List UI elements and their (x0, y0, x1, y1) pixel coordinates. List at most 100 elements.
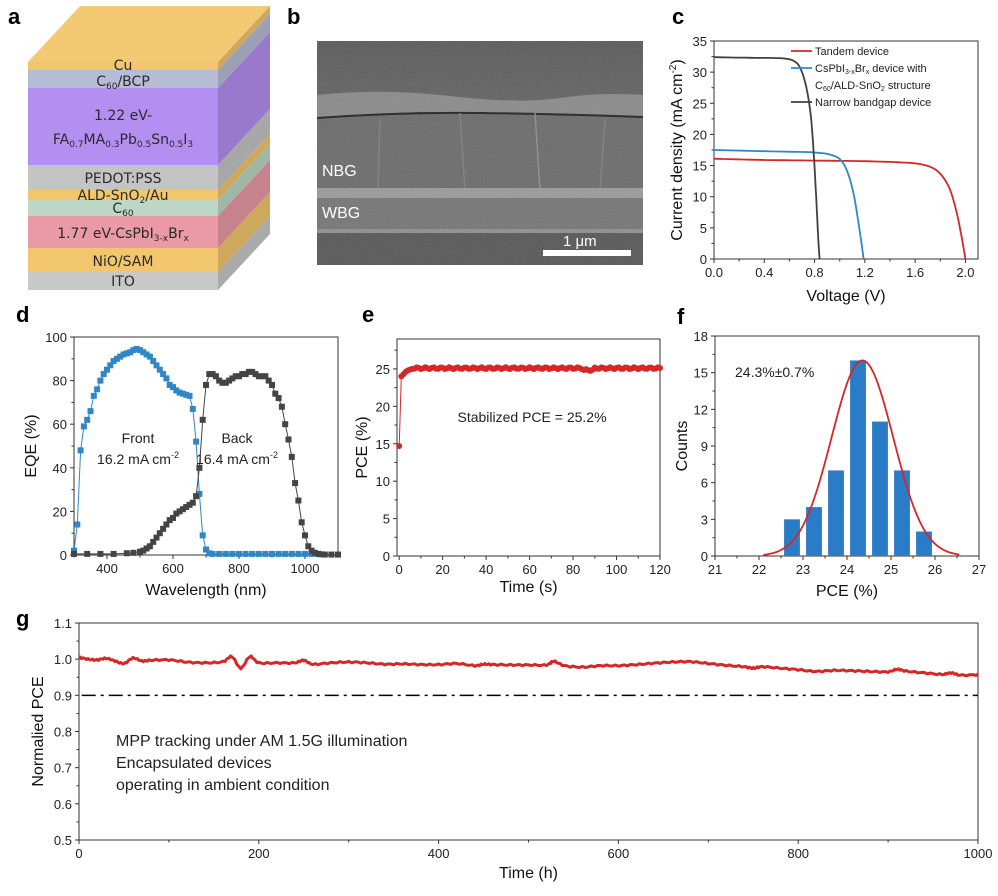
y-axis-title: Counts (674, 421, 691, 472)
eqe-point-back (318, 551, 325, 558)
y-tick-label: 6 (701, 476, 708, 491)
stack-layer-3 (28, 165, 218, 190)
y-tick-label: 12 (694, 402, 708, 417)
layer-label-pedot: PEDOT:PSS (84, 171, 161, 187)
eqe-point-back (97, 550, 104, 557)
eqe-point-front (100, 371, 107, 378)
eqe-point-back (179, 506, 186, 513)
x-tick-label: 0.0 (705, 265, 723, 280)
eqe-point-back (259, 373, 266, 380)
x-tick-label: 21 (708, 562, 722, 577)
eqe-point-back (146, 543, 153, 550)
layer-label-sno2-au: ALD-SnO2/Au (78, 188, 169, 206)
eqe-point-front (74, 521, 81, 528)
eqe-point-front (113, 355, 120, 362)
legend-label-0: Tandem device (815, 46, 889, 58)
legend-label-3: Narrow bandgap device (815, 97, 931, 109)
x-tick-label: 1000 (291, 561, 320, 576)
eqe-point-front (179, 390, 186, 397)
eqe-point-back (206, 371, 213, 378)
eqe-point-back (153, 534, 160, 541)
sem-cross-section-image: NBG WBG 1 μm (316, 41, 644, 265)
y-axis-title: Normalied PCE (30, 676, 47, 786)
sem-texture (317, 41, 643, 265)
eqe-point-front (275, 550, 282, 557)
eqe-point-front (71, 547, 77, 554)
eqe-point-front (84, 416, 91, 423)
plot-frame (78, 622, 979, 841)
eqe-point-back (245, 368, 252, 375)
histogram-bar (784, 519, 800, 556)
eqe-point-front (97, 377, 104, 384)
stack-layer-4 (28, 190, 218, 200)
stack-side-face-layer (218, 109, 270, 190)
panel-label-e: e (362, 302, 375, 327)
layer-label-nbg-composition: FA0.7MA0.3Pb0.5Sn0.5I3 (53, 132, 193, 150)
eqe-point-front (140, 349, 147, 356)
eqe-point-front (120, 351, 127, 358)
legend-label-2: C60/ALD-SnO2 structure (815, 80, 931, 93)
eqe-annotation-jsc-back: 16.4 mA cm-2 (196, 450, 278, 467)
eqe-point-back (295, 497, 302, 504)
eqe-point-back (255, 373, 262, 380)
eqe-point-front (156, 366, 163, 373)
eqe-point-front (150, 357, 157, 364)
eqe-point-back (183, 504, 190, 511)
jv-curve-nbg (714, 56, 821, 260)
stack-layer-2 (28, 88, 218, 165)
y-axis-title: EQE (%) (23, 414, 40, 477)
eqe-point-front (222, 550, 229, 557)
eqe-point-front (193, 438, 200, 445)
eqe-point-back (249, 368, 256, 375)
eqe-point-front (123, 350, 130, 357)
eqe-point-front (153, 362, 160, 369)
eqe-point-front (133, 345, 140, 352)
y-tick-label: 5 (383, 512, 390, 527)
x-tick-label: 25 (884, 562, 898, 577)
eqe-annotation-front: Front (122, 430, 155, 446)
x-tick-label: 26 (928, 562, 942, 577)
eqe-point-back (311, 549, 318, 556)
y-tick-label: 15 (693, 159, 707, 174)
layer-label-nio-sam: NiO/SAM (93, 254, 154, 270)
stability-annotation-line: MPP tracking under AM 1.5G illumination (116, 733, 407, 750)
x-tick-label: 80 (566, 562, 580, 577)
panel-label-g: g (16, 606, 30, 631)
eqe-point-front (146, 353, 153, 360)
x-axis-title: Time (h) (499, 865, 558, 882)
eqe-point-back (226, 377, 233, 384)
eqe-point-front (186, 392, 193, 399)
stack-layer-8 (28, 272, 218, 290)
eqe-point-back (71, 550, 77, 557)
eqe-point-front (196, 490, 203, 497)
y-tick-label: 20 (376, 399, 390, 414)
sem-label-nbg: NBG (322, 163, 357, 180)
eqe-point-back (156, 530, 163, 537)
eqe-point-back (123, 550, 130, 557)
x-axis-title: Wavelength (nm) (145, 582, 266, 599)
jv-curve-wbg (713, 149, 865, 260)
eqe-point-back (282, 421, 289, 428)
y-tick-label: 60 (53, 417, 67, 432)
x-axis-title: Time (s) (499, 579, 557, 596)
eqe-point-back (298, 519, 305, 526)
eqe-point-front (262, 550, 269, 557)
eqe-point-back (262, 373, 269, 380)
stability-annotation-line: operating in ambient condition (116, 777, 329, 794)
eqe-point-back (252, 371, 259, 378)
scale-bar (543, 250, 631, 256)
eqe-point-back (212, 373, 219, 380)
eqe-point-back (236, 373, 242, 380)
eqe-annotation-jsc-front: 16.2 mA cm-2 (97, 450, 179, 467)
eqe-point-back (189, 499, 196, 506)
normalized-pce-trace (78, 654, 979, 678)
histogram-bar (894, 470, 910, 556)
scale-bar-label: 1 μm (563, 233, 597, 250)
pce-trace-point (396, 443, 403, 450)
eqe-point-front (189, 405, 196, 412)
eqe-point-back (275, 395, 282, 402)
y-tick-label: 20 (693, 127, 707, 142)
eqe-point-front (216, 550, 223, 557)
eqe-point-front (288, 550, 295, 557)
x-tick-label: 100 (606, 562, 628, 577)
